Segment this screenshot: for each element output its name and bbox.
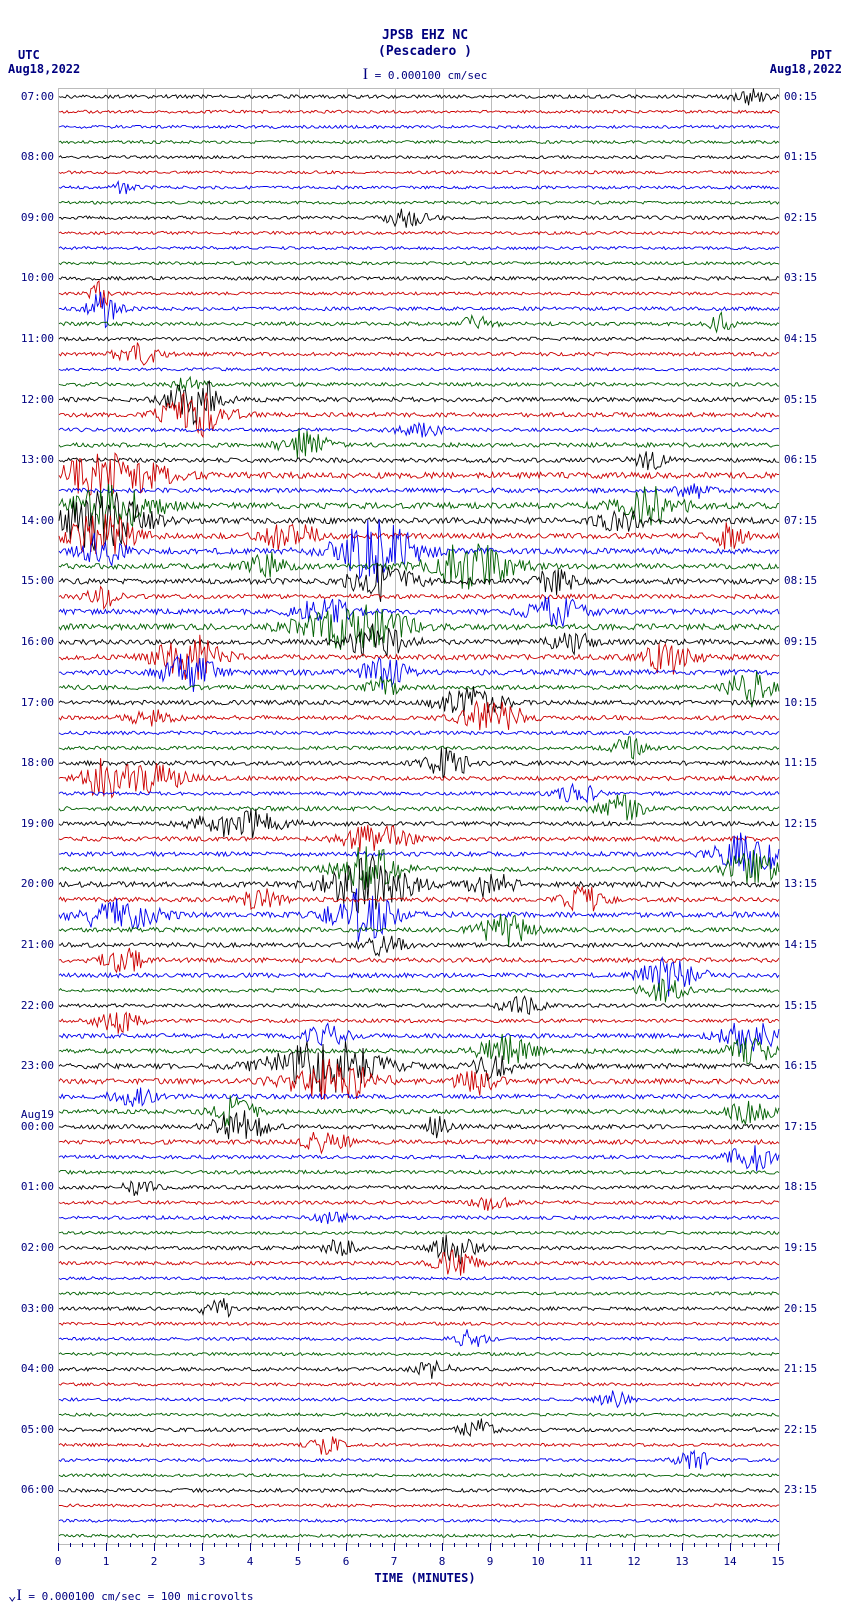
right-date: Aug18,2022	[770, 62, 842, 76]
left-date: Aug18,2022	[8, 62, 80, 76]
left-timezone: UTC	[18, 48, 40, 62]
plot-area	[58, 88, 780, 1545]
x-axis-title: TIME (MINUTES)	[0, 1571, 850, 1585]
footer-scale: ⌄I = 0.000100 cm/sec = 100 microvolts	[8, 1587, 254, 1605]
station-code: JPSB EHZ NC	[0, 28, 850, 43]
station-location: (Pescadero )	[0, 44, 850, 59]
seismogram-container: JPSB EHZ NC (Pescadero ) I = 0.000100 cm…	[0, 0, 850, 1613]
right-timezone: PDT	[810, 48, 832, 62]
scale-label: I = 0.000100 cm/sec	[0, 66, 850, 84]
